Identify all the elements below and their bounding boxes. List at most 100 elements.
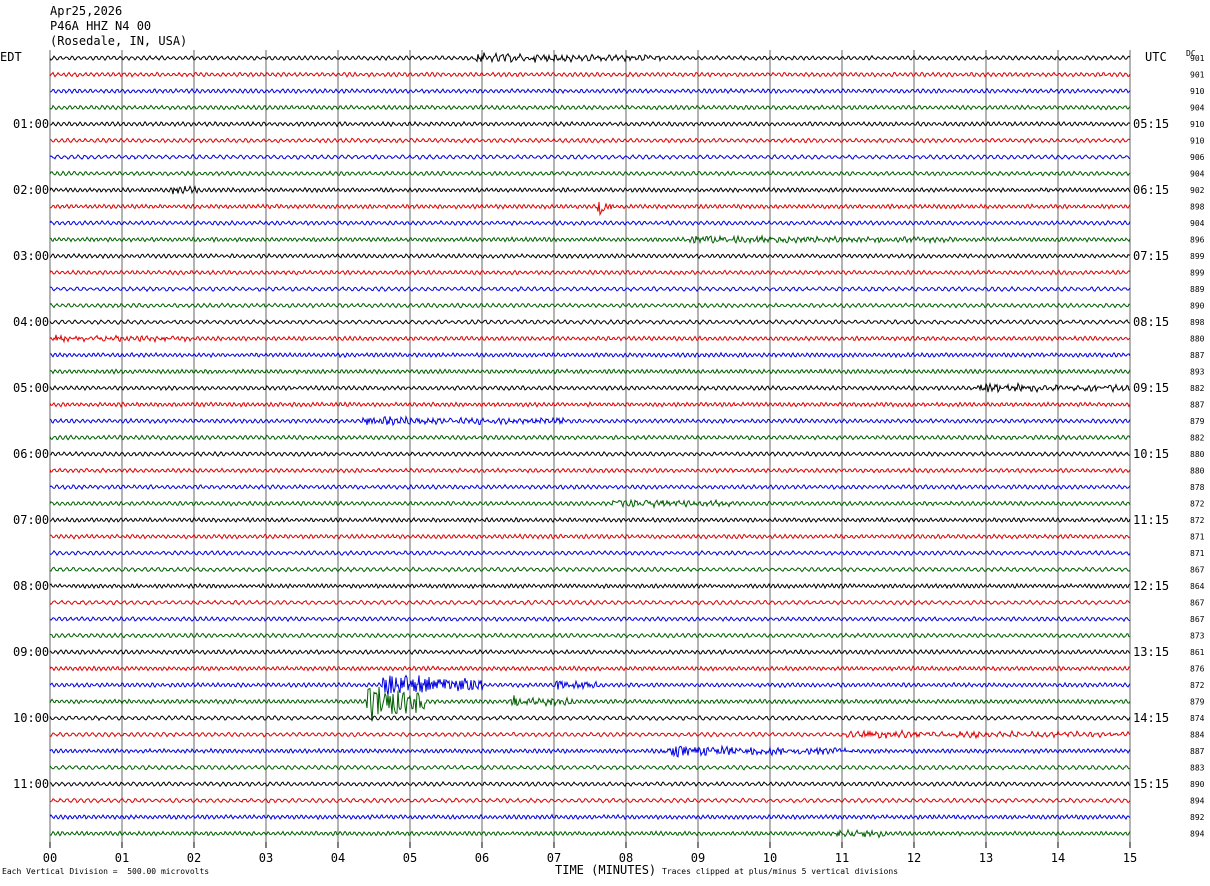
trace-line: [49, 764, 1131, 771]
trace-line: [49, 516, 1131, 524]
dc-offset-value: 874: [1190, 714, 1205, 723]
trace-line: [49, 674, 1131, 696]
trace-line: [49, 368, 1131, 375]
x-tick-label: 14: [1051, 851, 1065, 865]
dc-offset-value: 867: [1190, 615, 1205, 624]
dc-offset-value: 867: [1190, 566, 1205, 575]
trace-line: [49, 351, 1131, 359]
dc-offset-value: 904: [1190, 219, 1205, 228]
dc-offset-value: 871: [1190, 533, 1205, 542]
trace-line: [50, 201, 1131, 217]
right-hour-label: 10:15: [1133, 447, 1169, 461]
dc-offset-value: 894: [1190, 797, 1205, 806]
trace-line: [49, 483, 1131, 491]
station-label: P46A HHZ N4 00: [50, 19, 152, 33]
x-tick-label: 11: [835, 851, 849, 865]
right-hour-label: 08:15: [1133, 315, 1169, 329]
x-tick-label: 03: [259, 851, 273, 865]
trace-line: [49, 302, 1131, 309]
trace-line: [49, 533, 1131, 540]
x-tick-label: 10: [763, 851, 777, 865]
trace-lines: [49, 51, 1131, 839]
dc-offset-value: 872: [1190, 516, 1205, 525]
dc-offset-value: 887: [1190, 401, 1205, 410]
right-timezone-label: UTC: [1145, 50, 1167, 64]
x-tick-label: 06: [475, 851, 489, 865]
dc-offset-value: 893: [1190, 368, 1205, 377]
dc-offset-value: 882: [1190, 434, 1205, 443]
x-tick-label: 01: [115, 851, 129, 865]
trace-line: [49, 498, 1131, 510]
dc-offset-labels: 901 901 910 904 910 910 906 904 902 898 904 896 899 8…: [1190, 54, 1205, 839]
left-timezone-label: EDT: [0, 50, 22, 64]
dc-offset-value: 898: [1190, 203, 1205, 212]
dc-offset-value: 899: [1190, 269, 1205, 278]
trace-line: [49, 71, 1131, 78]
dc-offset-value: 904: [1190, 104, 1205, 113]
dc-offset-value: 879: [1190, 417, 1205, 426]
dc-offset-value: 892: [1190, 813, 1205, 822]
dc-offset-value: 880: [1190, 450, 1205, 459]
dc-offset-value: 899: [1190, 252, 1205, 261]
dc-offset-value: 898: [1190, 318, 1205, 327]
dc-offset-value: 861: [1190, 648, 1205, 657]
left-hour-label: 09:00: [13, 645, 49, 659]
x-axis-ticks: 00 01 02 03 04 05 06 07 08 09 10 11 12 13 14 15: [43, 842, 1137, 865]
left-hour-label: 03:00: [13, 249, 49, 263]
left-hour-label: 04:00: [13, 315, 49, 329]
dc-offset-value: 901: [1190, 71, 1205, 80]
dc-offset-value: 884: [1190, 731, 1205, 740]
dc-offset-value: 883: [1190, 764, 1205, 773]
x-tick-label: 05: [403, 851, 417, 865]
trace-line: [49, 780, 1131, 787]
dc-offset-value: 878: [1190, 483, 1205, 492]
left-hour-label: 02:00: [13, 183, 49, 197]
trace-line: [49, 285, 1131, 293]
dc-offset-value: 864: [1190, 582, 1205, 591]
left-hour-label: 10:00: [13, 711, 49, 725]
trace-line: [49, 154, 1131, 160]
trace-line: [49, 51, 1131, 64]
trace-line: [49, 797, 1131, 804]
trace-line: [49, 813, 1131, 821]
dc-offset-value: 880: [1190, 467, 1205, 476]
trace-line: [49, 665, 1131, 672]
trace-line: [49, 318, 1131, 326]
right-hour-label: 06:15: [1133, 183, 1169, 197]
trace-line: [49, 549, 1131, 557]
x-axis-title: TIME (MINUTES): [555, 863, 657, 877]
dc-offset-value: 890: [1190, 302, 1205, 311]
trace-line: [49, 269, 1131, 276]
right-hour-label: 12:15: [1133, 579, 1169, 593]
x-tick-label: 13: [979, 851, 993, 865]
trace-line: [49, 828, 1131, 839]
trace-line: [49, 434, 1131, 441]
right-hour-label: 11:15: [1133, 513, 1169, 527]
x-tick-label: 15: [1123, 851, 1137, 865]
trace-line: [49, 185, 1131, 195]
x-tick-label: 00: [43, 851, 57, 865]
right-hour-label: 15:15: [1133, 777, 1169, 791]
trace-line: [49, 87, 1131, 95]
trace-line: [49, 744, 1131, 758]
right-hour-label: 05:15: [1133, 117, 1169, 131]
trace-line: [49, 170, 1131, 177]
time-grid: [49, 50, 1131, 842]
trace-line: [49, 450, 1130, 458]
dc-offset-value: 867: [1190, 599, 1205, 608]
x-tick-label: 04: [331, 851, 345, 865]
dc-offset-value: 902: [1190, 186, 1205, 195]
trace-line: [49, 566, 1131, 573]
left-hour-label: 06:00: [13, 447, 49, 461]
trace-line: [49, 599, 1131, 606]
trace-line: [49, 648, 1131, 656]
dc-offset-value: 872: [1190, 500, 1205, 509]
dc-offset-value: 910: [1190, 137, 1205, 146]
date-label: Apr25,2026: [50, 4, 123, 18]
dc-offset-value: 882: [1190, 384, 1205, 393]
clip-note: Traces clipped at plus/minus 5 vertical …: [662, 867, 899, 876]
division-note: Each Vertical Division = 500.00 microvol…: [2, 867, 210, 876]
dc-offset-value: 896: [1190, 236, 1205, 245]
trace-line: [49, 414, 1131, 427]
dc-offset-value: 879: [1190, 698, 1205, 707]
